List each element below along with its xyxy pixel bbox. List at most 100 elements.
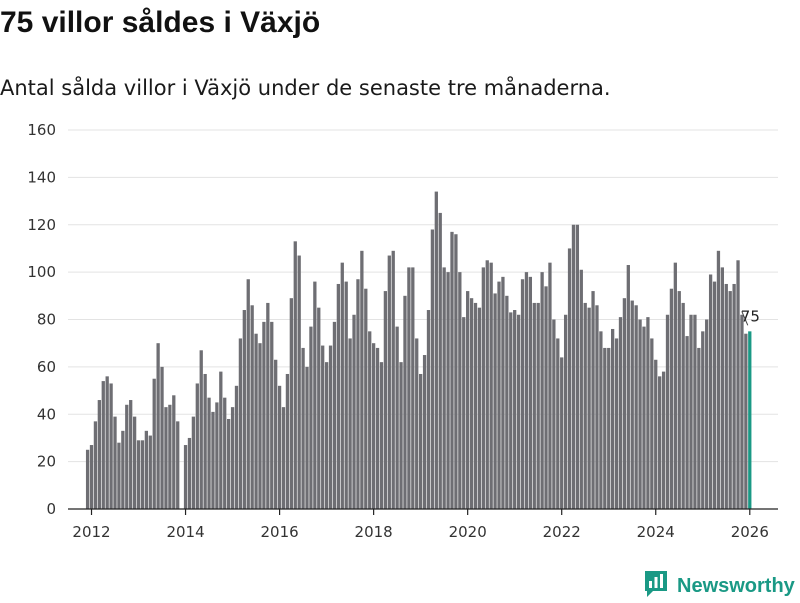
brand-name: Newsworthy — [677, 574, 795, 597]
bar — [701, 331, 705, 509]
bar — [552, 319, 556, 509]
bar — [673, 262, 677, 509]
bar — [642, 326, 646, 509]
bar — [129, 400, 133, 509]
x-tick-label: 2022 — [543, 523, 581, 541]
x-tick-label: 2018 — [355, 523, 393, 541]
bar — [520, 279, 525, 509]
bar — [156, 343, 160, 509]
bar — [728, 291, 732, 509]
chart-subtitle: Antal sålda villor i Växjö under de sena… — [0, 76, 611, 100]
bar — [407, 267, 411, 509]
bar — [736, 260, 740, 509]
bar — [403, 295, 407, 509]
bar — [183, 445, 188, 509]
bar — [125, 404, 129, 509]
y-tick-label: 20 — [37, 453, 56, 471]
bar — [223, 397, 227, 509]
bar — [724, 283, 728, 509]
bar — [462, 317, 466, 509]
bar — [438, 212, 442, 509]
bar — [454, 234, 458, 510]
bar — [266, 302, 270, 509]
bar — [148, 435, 152, 509]
bar — [93, 421, 98, 509]
bar — [556, 338, 560, 509]
bar — [101, 381, 105, 509]
bar — [191, 416, 196, 509]
bar — [634, 305, 638, 509]
newsworthy-bar-chart-icon — [643, 569, 669, 603]
bar — [485, 260, 489, 509]
bar — [411, 267, 415, 509]
x-tick-label: 2014 — [166, 523, 204, 541]
bar — [364, 288, 368, 509]
bar — [332, 321, 337, 509]
bar — [595, 305, 599, 509]
x-axis: 2012 2014 2016 2018 2020 2022 2024 2026 — [68, 508, 778, 541]
bar — [669, 288, 674, 509]
bar — [387, 255, 391, 509]
bar — [242, 310, 246, 509]
bar — [117, 442, 121, 509]
bar — [540, 272, 544, 510]
bar — [685, 336, 689, 509]
bar — [622, 298, 627, 509]
bar — [505, 295, 509, 509]
bar — [646, 317, 650, 509]
bar — [481, 267, 485, 509]
bar — [132, 416, 137, 509]
bar — [309, 326, 313, 509]
bar — [321, 345, 325, 509]
bar — [563, 314, 568, 509]
bar — [238, 338, 243, 509]
bar — [215, 402, 219, 509]
bar — [654, 359, 658, 509]
bar — [293, 241, 297, 509]
bar — [368, 331, 372, 509]
bar — [489, 262, 493, 509]
bar — [144, 430, 149, 509]
y-tick-label: 120 — [27, 216, 56, 234]
bar — [187, 437, 192, 509]
chart-title: 75 villor såldes i Växjö — [0, 6, 321, 39]
bar — [571, 224, 576, 509]
y-axis-tick-labels: 0 20 40 60 80 100 120 140 160 — [27, 121, 56, 518]
bar — [689, 314, 693, 509]
bar — [250, 305, 254, 509]
bar — [560, 357, 564, 509]
bar — [450, 231, 454, 510]
bar — [391, 250, 395, 509]
bar — [415, 338, 419, 509]
bar — [297, 255, 301, 509]
bar — [85, 449, 90, 509]
newsworthy-logo: Newsworthy — [643, 569, 795, 603]
bar — [422, 355, 427, 509]
bar — [383, 291, 388, 509]
bar — [681, 302, 685, 509]
bar — [626, 265, 630, 509]
bar — [371, 343, 376, 509]
bar — [121, 430, 125, 509]
bar — [211, 411, 215, 509]
bar — [328, 345, 333, 509]
bar — [708, 274, 713, 509]
bar — [665, 314, 670, 509]
bar — [164, 407, 168, 509]
bar — [575, 224, 580, 509]
bar — [567, 248, 572, 509]
annotation-label: 75 — [741, 307, 760, 325]
bar — [513, 310, 517, 509]
bar — [246, 279, 250, 509]
bar — [176, 421, 180, 509]
bar — [305, 366, 309, 510]
bar — [528, 276, 533, 509]
bar — [705, 319, 709, 509]
bar — [395, 326, 399, 509]
y-tick-label: 40 — [37, 405, 56, 423]
x-tick-label: 2016 — [260, 523, 298, 541]
bar — [274, 359, 278, 509]
bar — [270, 321, 274, 509]
bar — [360, 250, 364, 509]
